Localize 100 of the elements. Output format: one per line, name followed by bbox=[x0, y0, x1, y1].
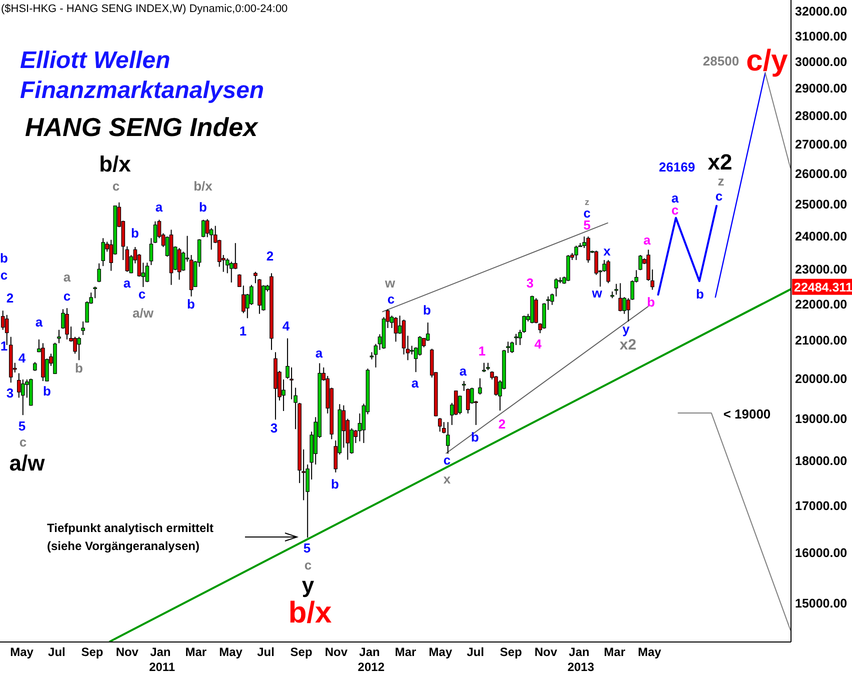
annotation: c bbox=[443, 452, 451, 468]
candlestick bbox=[594, 250, 598, 276]
x-tick-label: May bbox=[10, 645, 34, 659]
candlestick bbox=[77, 336, 81, 361]
y-tick-label: 32000.00 bbox=[795, 4, 848, 19]
annotation: w bbox=[384, 276, 396, 291]
annotation: a bbox=[315, 346, 324, 361]
candlestick bbox=[57, 329, 61, 344]
x-tick-label: Jul bbox=[257, 645, 274, 659]
y-tick-label: 30000.00 bbox=[795, 55, 848, 70]
annotation: a bbox=[155, 200, 164, 215]
x-tick-label: Nov bbox=[116, 645, 139, 659]
annotation: 3 bbox=[6, 386, 14, 401]
candlestick bbox=[153, 220, 158, 244]
annotation: 5 bbox=[18, 418, 26, 434]
candlestick bbox=[97, 262, 101, 283]
annotation: a bbox=[63, 270, 72, 285]
y-tick-label: 17000.00 bbox=[795, 498, 848, 513]
y-tick-label: 16000.00 bbox=[795, 546, 848, 560]
y-tick-label: 25000.00 bbox=[795, 197, 848, 212]
annotation: y bbox=[622, 322, 630, 337]
candlestick bbox=[606, 260, 610, 284]
text: HANG SENG Index bbox=[25, 112, 260, 142]
annotation: 2 bbox=[266, 248, 274, 264]
x-tick-label: Sep bbox=[81, 645, 104, 659]
annotation: 4 bbox=[534, 336, 542, 352]
annotation: b bbox=[647, 294, 656, 310]
y-tick-label: 21000.00 bbox=[795, 334, 848, 348]
x-tick-label: Mar bbox=[394, 645, 417, 659]
annotation: x bbox=[603, 244, 612, 259]
annotation: b bbox=[696, 286, 704, 302]
annotation: a bbox=[411, 376, 420, 391]
candlestick bbox=[446, 422, 450, 454]
annotation: x2 bbox=[708, 150, 732, 175]
annotation: 4 bbox=[18, 350, 26, 366]
x-tick-label: Jul bbox=[48, 645, 66, 659]
candlestick bbox=[394, 316, 398, 342]
x-tick-label: Jul bbox=[466, 645, 484, 659]
annotation: x bbox=[443, 472, 452, 487]
annotation: w bbox=[590, 286, 603, 301]
candlestick bbox=[418, 336, 422, 356]
candlestick bbox=[181, 251, 186, 272]
annotation: z bbox=[584, 197, 590, 208]
annotation: c bbox=[387, 292, 395, 307]
annotation: c bbox=[304, 558, 312, 573]
annotation: b/x bbox=[288, 596, 332, 630]
candlestick bbox=[149, 238, 154, 266]
annotation: z bbox=[718, 174, 725, 189]
candlestick bbox=[177, 248, 182, 280]
annotation: c bbox=[19, 434, 27, 450]
y-tick-label: 31000.00 bbox=[795, 29, 848, 44]
candlestick bbox=[622, 296, 626, 314]
x-tick-label: Sep bbox=[500, 645, 522, 659]
y-tick-label: 29000.00 bbox=[795, 82, 848, 96]
annotation: b bbox=[187, 296, 196, 312]
annotation: 3 bbox=[270, 420, 278, 436]
annotation: 2 bbox=[498, 416, 506, 432]
x-tick-label: Sep bbox=[290, 645, 312, 659]
annotation: a bbox=[123, 276, 132, 291]
candlestick bbox=[230, 261, 234, 283]
annotation: 2 bbox=[6, 290, 14, 306]
annotation: b bbox=[199, 200, 208, 215]
x-tick-label: May bbox=[638, 645, 662, 659]
annotation: 26169 bbox=[658, 160, 696, 175]
annotation: < 19000 bbox=[723, 406, 771, 422]
x-tick-label: Nov bbox=[324, 645, 348, 659]
y-tick-label: 19000.00 bbox=[795, 412, 848, 426]
annotation: c/y bbox=[746, 44, 788, 78]
annotation: b/x bbox=[194, 178, 214, 194]
annotation: b bbox=[423, 302, 432, 318]
candlestick bbox=[101, 238, 105, 267]
annotation: b bbox=[0, 250, 8, 266]
candlestick bbox=[482, 362, 486, 373]
candlestick bbox=[290, 366, 294, 400]
y-tick-label: 28000.00 bbox=[795, 108, 848, 123]
x-tick-label: May bbox=[428, 645, 452, 659]
annotation: c bbox=[138, 286, 146, 302]
annotation: b bbox=[331, 476, 340, 492]
candlestick bbox=[478, 378, 482, 395]
annotation: Tiefpunkt analytisch ermittelt (siehe Vorgängeranalysen) bbox=[47, 521, 217, 553]
y-tick-label: 15000.00 bbox=[795, 596, 848, 611]
y-tick-label: 27000.00 bbox=[795, 137, 848, 152]
x-tick-label: Jan 2011 bbox=[149, 645, 176, 674]
x-tick-label: Mar bbox=[604, 645, 626, 659]
annotation: b bbox=[43, 384, 52, 399]
annotation: b bbox=[131, 226, 140, 241]
candlestick bbox=[534, 298, 538, 324]
x-tick-label: Nov bbox=[534, 645, 558, 659]
candlestick bbox=[586, 236, 590, 264]
annotation: y bbox=[302, 572, 315, 598]
annotation: 3 bbox=[526, 276, 534, 291]
annotation: ($HSI-HKG - HANG SENG INDEX,W) Dynamic,0:00-24:00 bbox=[1, 3, 288, 15]
annotation: a bbox=[643, 232, 652, 248]
annotation: b bbox=[471, 430, 480, 445]
annotation: c bbox=[715, 188, 723, 204]
candlestick bbox=[145, 262, 150, 283]
candlestick bbox=[574, 245, 578, 261]
x-tick-label: Mar bbox=[185, 645, 207, 659]
annotation: c bbox=[112, 178, 120, 194]
candlestick bbox=[234, 242, 238, 270]
